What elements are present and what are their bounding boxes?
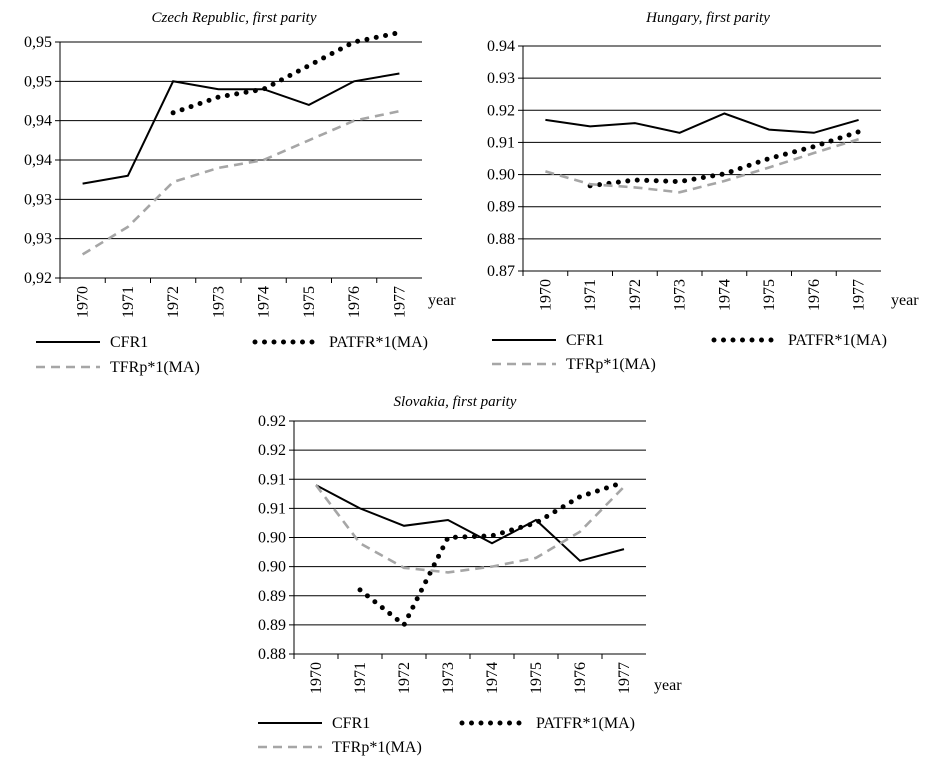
y-tick-label: 0.87 xyxy=(487,263,515,280)
x-tick-label: 1973 xyxy=(440,662,457,694)
x-tick-label: 1971 xyxy=(582,279,599,311)
y-tick-label: 0.90 xyxy=(258,559,286,576)
y-tick-label: 0.92 xyxy=(258,413,286,430)
legend-item-tfrp-1-ma: TFRp*1(MA) xyxy=(36,359,200,376)
y-tick-label: 0.92 xyxy=(487,102,515,119)
chart-title: Hungary, first parity xyxy=(645,10,770,26)
x-tick-label: 1975 xyxy=(528,662,545,694)
x-axis-label: year xyxy=(654,677,682,694)
series-line-tfrp-1-ma xyxy=(314,484,625,574)
gridlines xyxy=(55,41,422,279)
x-tick-label: 1976 xyxy=(572,662,589,694)
legend-label: CFR1 xyxy=(110,334,148,351)
x-tick-label: 1972 xyxy=(627,279,644,311)
x-tick-label: 1977 xyxy=(851,279,868,311)
legend-item-cfr1: CFR1 xyxy=(36,334,148,351)
x-tick-label: 1972 xyxy=(165,286,182,318)
series-line-cfr1 xyxy=(545,112,859,134)
y-tick-label: 0,94 xyxy=(24,152,52,169)
y-axis-ticks: 0.87 0.88 0.89 0.90 0.91 0.92 0.93 0.94 xyxy=(487,38,515,280)
legend-item-tfrp-1-ma: TFRp*1(MA) xyxy=(258,739,422,756)
legend-item-cfr1: CFR1 xyxy=(492,332,604,349)
x-axis-ticks: 1970 1971 1972 1973 1974 1975 1976 1977 xyxy=(293,654,633,694)
x-tick-label: 1974 xyxy=(484,662,501,694)
series-line-patfr-1-ma xyxy=(357,479,627,629)
legend-label: CFR1 xyxy=(332,715,370,732)
y-axis-ticks: 0.88 0.89 0.89 0.90 0.90 0.91 0.91 0.92 0.92 xyxy=(258,413,286,663)
x-tick-label: 1974 xyxy=(716,279,733,311)
legend-label: PATFR*1(MA) xyxy=(329,334,428,351)
chart-czech-republic: Czech Republic, first parity 0,920,930,9… xyxy=(24,10,456,376)
y-tick-label: 0.89 xyxy=(487,199,515,216)
gridlines xyxy=(518,45,881,272)
series-lines xyxy=(81,30,402,256)
x-tick-label: 1970 xyxy=(537,279,554,311)
series-line-cfr1 xyxy=(315,484,625,562)
y-axis-ticks: 0,92 0,93 0,93 0,94 0,94 0,95 0,95 xyxy=(24,34,52,287)
legend-label: PATFR*1(MA) xyxy=(536,715,635,732)
y-tick-label: 0,95 xyxy=(24,34,52,51)
y-tick-label: 0.88 xyxy=(258,646,286,663)
chart-hungary: Hungary, first parity 0.870.880.890.900.… xyxy=(487,10,919,373)
legend: CFR1 PATFR*1(MA) TFRp*1(MA) xyxy=(492,332,887,373)
x-tick-label: 1972 xyxy=(396,662,413,694)
x-axis-ticks: 1970 1971 1972 1973 1974 1975 1976 1977 xyxy=(59,278,408,318)
x-tick-label: 1977 xyxy=(616,662,633,694)
series-line-tfrp-1-ma xyxy=(545,137,859,194)
x-tick-label: 1974 xyxy=(256,286,273,318)
series-lines xyxy=(545,112,862,194)
series-line-patfr-1-ma xyxy=(170,30,402,116)
series-line-tfrp-1-ma xyxy=(81,109,400,256)
y-tick-label: 0,93 xyxy=(24,191,52,208)
y-tick-label: 0.91 xyxy=(258,471,286,488)
y-tick-label: 0,92 xyxy=(24,270,52,287)
legend-item-tfrp-1-ma: TFRp*1(MA) xyxy=(492,356,656,373)
x-tick-label: 1976 xyxy=(806,279,823,311)
x-axis-ticks: 1970 1971 1972 1973 1974 1975 1976 1977 xyxy=(522,271,868,311)
legend: CFR1 PATFR*1(MA) TFRp*1(MA) xyxy=(258,715,635,756)
x-tick-label: 1975 xyxy=(301,286,318,318)
legend: CFR1 PATFR*1(MA) TFRp*1(MA) xyxy=(36,334,428,376)
x-tick-label: 1970 xyxy=(308,662,325,694)
y-tick-label: 0,93 xyxy=(24,231,52,248)
x-tick-label: 1973 xyxy=(210,286,227,318)
chart-title: Czech Republic, first parity xyxy=(152,10,317,26)
x-tick-label: 1970 xyxy=(75,286,92,318)
x-tick-label: 1975 xyxy=(761,279,778,311)
x-axis-label: year xyxy=(891,292,919,309)
series-line-cfr1 xyxy=(82,72,400,185)
y-tick-label: 0.89 xyxy=(258,617,286,634)
y-tick-label: 0.94 xyxy=(487,38,515,55)
x-tick-label: 1976 xyxy=(346,286,363,318)
y-tick-label: 0.90 xyxy=(258,530,286,547)
y-tick-label: 0,95 xyxy=(24,73,52,90)
legend-item-cfr1: CFR1 xyxy=(258,715,370,732)
y-tick-label: 0.88 xyxy=(487,231,515,248)
chart-slovakia: Slovakia, first parity 0.880.890.890.900… xyxy=(258,394,682,756)
legend-label: PATFR*1(MA) xyxy=(788,332,887,349)
x-axis-label: year xyxy=(428,292,456,309)
legend-label: TFRp*1(MA) xyxy=(110,359,200,376)
y-tick-label: 0.91 xyxy=(487,134,515,151)
legend-label: CFR1 xyxy=(566,332,604,349)
x-tick-label: 1971 xyxy=(352,662,369,694)
legend-label: TFRp*1(MA) xyxy=(332,739,422,756)
x-tick-label: 1971 xyxy=(120,286,137,318)
x-tick-label: 1977 xyxy=(391,286,408,318)
series-lines xyxy=(314,479,627,629)
y-tick-label: 0.92 xyxy=(258,442,286,459)
y-tick-label: 0,94 xyxy=(24,113,52,130)
legend-item-patfr-1-ma: PATFR*1(MA) xyxy=(252,334,428,351)
chart-title: Slovakia, first parity xyxy=(394,394,517,410)
y-tick-label: 0.89 xyxy=(258,588,286,605)
y-tick-label: 0.90 xyxy=(487,167,515,184)
x-tick-label: 1973 xyxy=(672,279,689,311)
legend-item-patfr-1-ma: PATFR*1(MA) xyxy=(459,715,635,732)
series-line-patfr-1-ma xyxy=(587,129,862,189)
y-tick-label: 0.93 xyxy=(487,70,515,87)
legend-item-patfr-1-ma: PATFR*1(MA) xyxy=(711,332,887,349)
gridlines xyxy=(289,420,646,655)
legend-label: TFRp*1(MA) xyxy=(566,356,656,373)
y-tick-label: 0.91 xyxy=(258,500,286,517)
